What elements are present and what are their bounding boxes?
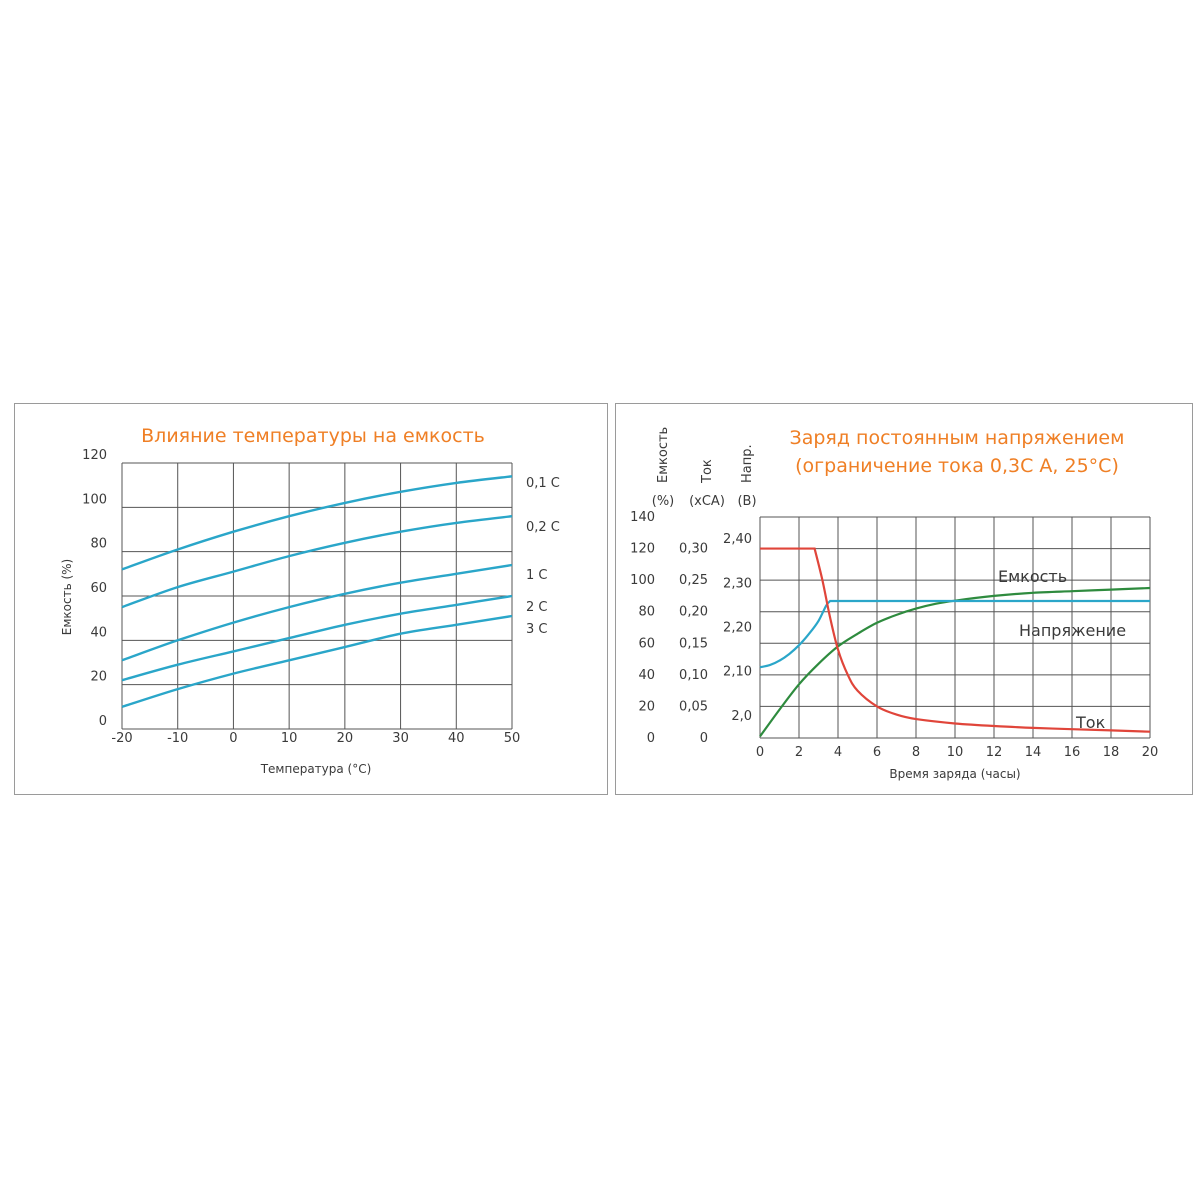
- y-tick-label: 2,0: [731, 709, 752, 724]
- x-tick-label: 6: [873, 745, 881, 760]
- y-tick-label: 0,30: [679, 542, 708, 557]
- x-tick-label: 10: [281, 731, 298, 746]
- series-label: 1 C: [526, 568, 547, 583]
- x-tick-label: 0: [756, 745, 764, 760]
- x-tick-label: -10: [167, 731, 188, 746]
- y-tick-label: 2,30: [723, 576, 752, 591]
- chart-title-charge: Заряд постоянным напряжением: [790, 427, 1125, 449]
- y-tick-label: 2,20: [723, 621, 752, 636]
- y-tick-label: 20: [638, 699, 655, 714]
- y-tick-label: 100: [630, 573, 655, 588]
- axis-name-label: Ток: [700, 459, 715, 484]
- y-tick-label: 140: [630, 510, 655, 525]
- x-tick-label: 2: [795, 745, 803, 760]
- axis-name-label: Напр.: [740, 444, 755, 483]
- y-tick-label: 40: [90, 625, 107, 640]
- series-label: 3 C: [526, 622, 547, 637]
- x-axis-label-charge-time: Время заряда (часы): [889, 767, 1020, 781]
- chart-panel-temperature: [14, 403, 608, 795]
- y-tick-label: 80: [90, 537, 107, 552]
- y-tick-label: 0,10: [679, 668, 708, 683]
- y-tick-label: 120: [630, 542, 655, 557]
- series-label: 0,2 C: [526, 520, 560, 535]
- series-line: [760, 547, 1151, 733]
- series-label: 0,1 C: [526, 476, 560, 491]
- y-tick-label: 40: [638, 668, 655, 683]
- series-line: [121, 515, 513, 609]
- y-tick-label: 0,15: [679, 636, 708, 651]
- series-label: Емкость: [998, 567, 1067, 586]
- y-tick-label: 20: [90, 670, 107, 685]
- y-tick-label: 0,20: [679, 605, 708, 620]
- y-tick-label: 0: [647, 731, 655, 746]
- series-label: Напряжение: [1019, 621, 1126, 640]
- x-tick-label: 12: [986, 745, 1003, 760]
- chart-temperature: -20 -10 0 10 20 30 40 50 0 20 40 60 80 100 120 0,1 C 0,2…: [82, 448, 560, 746]
- x-tick-label: 8: [912, 745, 920, 760]
- x-tick-label: 20: [1142, 745, 1159, 760]
- y-tick-label: 2,40: [723, 532, 752, 547]
- x-tick-label: 18: [1103, 745, 1120, 760]
- y-tick-label: 80: [638, 605, 655, 620]
- y-tick-label: 0,05: [679, 699, 708, 714]
- y-tick-label: 0: [700, 731, 708, 746]
- axis-unit-label: (%): [652, 494, 675, 509]
- x-tick-label: 40: [448, 731, 465, 746]
- axis-unit-label: (В): [737, 494, 756, 509]
- y-tick-label: 0: [99, 714, 107, 729]
- y-tick-label: 0,25: [679, 573, 708, 588]
- x-tick-label: 10: [947, 745, 964, 760]
- chart-title-temperature: Влияние температуры на емкость: [141, 425, 485, 447]
- series-line: [121, 594, 513, 682]
- chart-subtitle-charge: (ограничение тока 0,3C А, 25°C): [795, 455, 1119, 477]
- chart-charge: 0 2 4 6 8 10 12 14 16 18 20 0 20 40 60 80 100 120 140(%) Ем…: [630, 427, 1158, 760]
- x-tick-label: -20: [111, 731, 132, 746]
- y-tick-label: 60: [638, 636, 655, 651]
- y-tick-label: 120: [82, 448, 107, 463]
- axis-name-label: Емкость: [656, 427, 671, 483]
- axis-unit-label: (xCA): [689, 494, 725, 509]
- x-tick-label: 0: [229, 731, 237, 746]
- x-tick-label: 16: [1064, 745, 1081, 760]
- y-tick-label: 100: [82, 492, 107, 507]
- series-line: [121, 563, 513, 662]
- x-axis-label-temperature: Температура (°C): [260, 762, 372, 776]
- series-line: [121, 614, 513, 708]
- x-tick-label: 20: [337, 731, 354, 746]
- x-tick-label: 4: [834, 745, 842, 760]
- series-label: Ток: [1075, 713, 1106, 732]
- y-tick-label: 60: [90, 581, 107, 596]
- series-line: [759, 586, 1151, 738]
- x-tick-label: 14: [1025, 745, 1042, 760]
- y-tick-label: 2,10: [723, 665, 752, 680]
- series-line: [121, 475, 513, 571]
- series-label: 2 C: [526, 600, 547, 615]
- x-tick-label: 50: [504, 731, 521, 746]
- series-line: [759, 599, 1151, 669]
- x-tick-label: 30: [392, 731, 409, 746]
- y-axis-label-capacity: Емкость (%): [60, 559, 74, 635]
